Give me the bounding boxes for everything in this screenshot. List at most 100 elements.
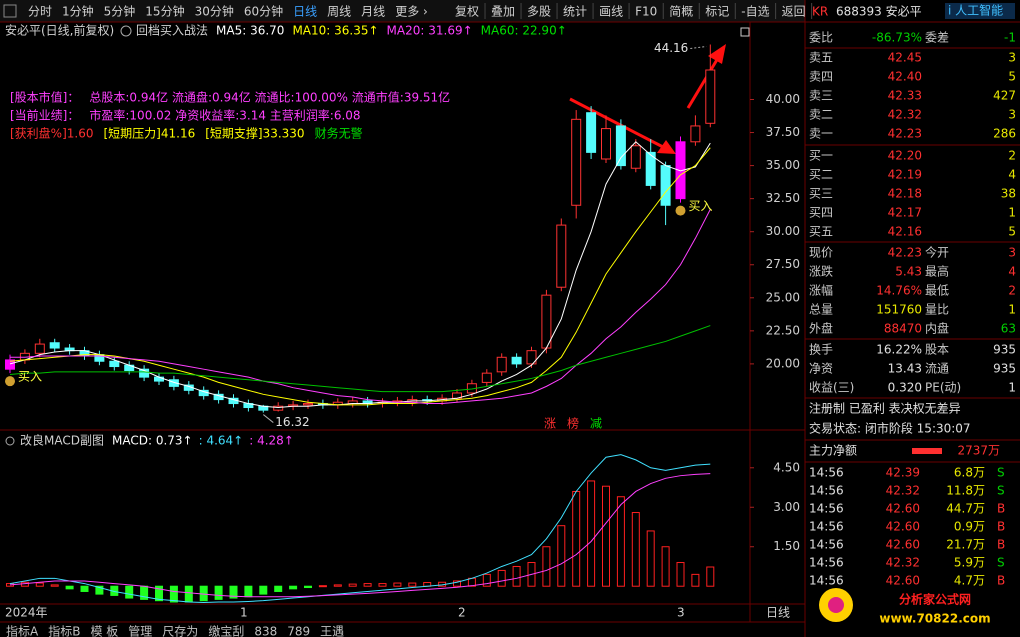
toolbar-item[interactable]: 统计 — [563, 5, 587, 19]
toolbar-item[interactable]: 5分钟 — [104, 4, 136, 19]
panel-label: 最低 — [925, 284, 949, 298]
trade-side: S — [997, 556, 1005, 570]
toolbar-item[interactable]: F10 — [635, 5, 657, 19]
candle-body — [645, 151, 656, 186]
toolbar-item[interactable]: 1分钟 — [62, 4, 94, 19]
menu-icon[interactable] — [3, 4, 17, 18]
market-tag: KR — [812, 5, 828, 19]
bottom-tab[interactable]: 模 板 — [90, 625, 118, 637]
toolbar-item[interactable]: 返回 — [782, 5, 806, 19]
buy-label: 买入 — [689, 199, 713, 213]
stock-tag[interactable]: i 人工智能 — [948, 3, 1003, 18]
toolbar-item[interactable]: 日线 — [293, 5, 317, 19]
toolbar-item[interactable]: 15分钟 — [145, 4, 184, 19]
toolbar-item[interactable]: 叠加 — [491, 5, 515, 19]
ask-price: 42.33 — [888, 89, 922, 103]
y-tick-label: 32.50 — [766, 191, 800, 205]
toolbar-item[interactable]: 复权 — [455, 5, 479, 19]
macd-bar — [348, 583, 357, 587]
toolbar-item[interactable]: 多股 — [527, 5, 551, 19]
toolbar-item[interactable]: 简概 — [669, 5, 693, 19]
dea-line — [9, 473, 711, 598]
toolbar-item[interactable]: 标记 — [705, 5, 729, 19]
panel-value: 63 — [1001, 322, 1016, 336]
ma-line — [9, 141, 711, 409]
candle-body — [541, 294, 552, 349]
candle-body — [496, 356, 507, 373]
status: 交易状态: 闭市阶段 15:30:07 — [809, 421, 971, 436]
chart-title: 安必平(日线,前复权) — [5, 23, 114, 38]
toolbar-item[interactable]: 月线 — [361, 5, 385, 19]
trade-price: 42.60 — [886, 520, 920, 534]
macd-bar — [393, 582, 402, 587]
date-label: 1 — [240, 606, 248, 620]
bottom-tab[interactable]: 缴宝刮 — [208, 624, 244, 637]
ask-label: 卖三 — [809, 89, 833, 103]
bottom-tab[interactable]: 838 — [254, 625, 277, 637]
toolbar-item[interactable]: 分时 — [28, 5, 52, 19]
bottom-tab[interactable]: 王遇 — [320, 625, 344, 637]
trade-price: 42.60 — [886, 538, 920, 552]
dropdown-icon[interactable] — [120, 25, 132, 37]
macd-bar — [542, 546, 551, 587]
period-label: 日线 — [766, 606, 790, 620]
toolbar-item[interactable]: 更多 › — [395, 5, 428, 19]
buy-icon — [675, 205, 686, 216]
panel-value: 935 — [993, 343, 1016, 357]
macd-bar — [259, 585, 268, 595]
macd-bar — [602, 485, 610, 587]
panel-label: 外盘 — [809, 321, 833, 336]
panel-label: 内盘 — [925, 321, 949, 336]
macd-bar — [587, 480, 596, 587]
bottom-tab[interactable]: 指标A — [6, 624, 39, 637]
macd-label: : 4.28↑ — [249, 434, 294, 448]
trade-side: S — [997, 466, 1005, 480]
trade-time: 14:56 — [809, 502, 844, 516]
main-force-value: 2737万 — [957, 444, 1000, 458]
macd-bar — [333, 584, 342, 587]
ma-label: MA20: 31.69↑ — [387, 24, 473, 38]
bid-volume: 2 — [1008, 149, 1016, 163]
signal-text: 涨 — [544, 416, 556, 431]
panel-value: 42.23 — [888, 246, 922, 260]
macd-bar — [184, 585, 193, 603]
panel-label: PE(动) — [925, 381, 961, 395]
bottom-tab[interactable]: 尺存为 — [162, 625, 198, 637]
arrow — [686, 57, 720, 109]
toolbar-item[interactable]: -自选 — [741, 5, 769, 19]
candle-body — [273, 405, 284, 411]
ask-volume: 3 — [1008, 108, 1016, 122]
bottom-tab[interactable]: 指标B — [48, 624, 80, 637]
bottom-tab[interactable]: 789 — [287, 625, 310, 637]
toolbar-item[interactable]: 60分钟 — [244, 4, 283, 19]
macd-bar — [706, 566, 715, 587]
bid-price: 42.19 — [888, 168, 922, 182]
toolbar-item[interactable]: 周线 — [327, 5, 351, 19]
macd-icon[interactable] — [5, 436, 15, 446]
ma-line — [10, 209, 711, 405]
ask-price: 42.32 — [888, 108, 922, 122]
panel-value: 4 — [1008, 265, 1016, 279]
flags: 注册制 已盈利 表决权无差异 — [809, 401, 961, 416]
panel-label: 换手 — [809, 343, 833, 357]
bottom-tab[interactable]: 管理 — [128, 624, 152, 637]
high-pointer — [690, 45, 707, 49]
low-pointer — [262, 414, 274, 423]
y-tick-label: 37.50 — [766, 125, 800, 139]
toolbar-item[interactable]: 画线 — [599, 5, 623, 19]
ask-label: 卖五 — [809, 51, 833, 65]
macd-bar — [304, 585, 312, 589]
candle-body — [481, 372, 492, 383]
window-icon[interactable] — [740, 27, 750, 37]
info-text: 财务无警 — [315, 126, 363, 141]
bid-price: 42.16 — [888, 225, 922, 239]
panel-value: 0.320 — [888, 381, 922, 395]
toolbar-item[interactable]: 30分钟 — [195, 4, 234, 19]
candle-body — [601, 128, 611, 160]
macd-bar — [169, 585, 178, 603]
trade-time: 14:56 — [809, 484, 844, 498]
panel-value: 3 — [1008, 246, 1016, 260]
trade-side: S — [997, 484, 1005, 498]
